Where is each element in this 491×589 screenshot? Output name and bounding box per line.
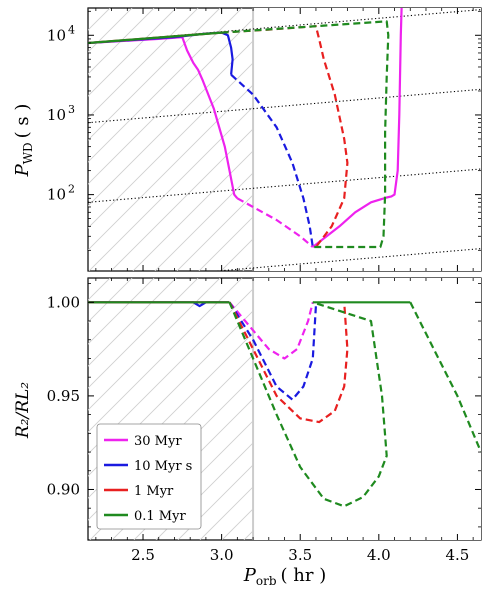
bottom-y-tick-label: 1.00 [47, 293, 80, 311]
hatch-line-top [88, 8, 89, 9]
top-series-3-solid [88, 31, 222, 45]
bottom-series-0-dashed [228, 301, 314, 360]
hatch-line-bottom [88, 278, 155, 345]
hatch-line-top [88, 8, 177, 97]
hatch-line-top [88, 8, 155, 75]
hatch-line-bottom [88, 278, 199, 389]
hatch-line-top [88, 8, 243, 163]
bottom-series-1-dashed [228, 301, 317, 401]
top-series-0-solid2 [312, 8, 403, 248]
hatch-line-top [88, 8, 287, 207]
top-series-0-dashed [236, 197, 314, 248]
reference-line-1 [88, 88, 481, 124]
hatch-line-bottom [88, 278, 221, 411]
legend-label-1myr: 1 Myr [134, 484, 174, 499]
hatch-line-bottom-mask [253, 278, 481, 540]
bottom-y-tick-label: 0.95 [47, 387, 80, 405]
top-series-3-dashed [221, 20, 390, 249]
x-axis-label: Porb( hr ) [243, 565, 326, 588]
legend: 30 Myr 10 Myr s 1 Myr 0.1 Myr [96, 423, 202, 530]
top-y-tick-label: 10 [47, 26, 66, 44]
x-tick-label: 2.5 [131, 546, 155, 564]
hatch-line-bottom [88, 278, 265, 455]
bottom-series-3-dashed [228, 301, 388, 508]
legend-box [96, 423, 202, 530]
x-tick-label: 4.5 [445, 546, 469, 564]
top-y-axis-label: PWD( s ) [12, 104, 35, 178]
x-tick-label: 3.0 [210, 546, 234, 564]
hatch-line-bottom [88, 278, 177, 367]
bottom-y-tick-label: 0.90 [47, 480, 80, 498]
bottom-series-3-dashed2 [409, 301, 481, 453]
top-y-tick-exponent: 3 [68, 103, 75, 116]
top-y-tick-exponent: 4 [68, 23, 75, 36]
bottom-y-axis-label: R₂/RL₂ [13, 382, 33, 439]
reference-line-2 [88, 168, 481, 203]
hatch-line-top [88, 8, 133, 53]
bottom-series-2-dashed [228, 301, 349, 424]
hatch-line-top [88, 8, 265, 185]
top-y-tick-exponent: 2 [68, 183, 75, 196]
hatch-line-top-mask [253, 8, 481, 271]
hatch-line-top [88, 8, 111, 31]
legend-label-01myr: 0.1 Myr [134, 509, 186, 524]
x-tick-label: 4.0 [367, 546, 391, 564]
hatch-line-bottom [88, 278, 133, 323]
top-y-tick-label: 10 [47, 186, 66, 204]
top-panel [88, 8, 481, 271]
hatch-line-top [88, 8, 221, 141]
top-y-tick-label: 10 [47, 106, 66, 124]
x-tick-label: 3.5 [288, 546, 312, 564]
hatch-line-bottom [88, 278, 243, 433]
legend-label-30myr: 30 Myr [134, 434, 182, 449]
reference-line-3 [210, 248, 481, 271]
legend-label-10myr: 10 Myr s [134, 459, 192, 474]
hatch-line-top [88, 8, 199, 119]
bottom-panel [88, 278, 481, 540]
